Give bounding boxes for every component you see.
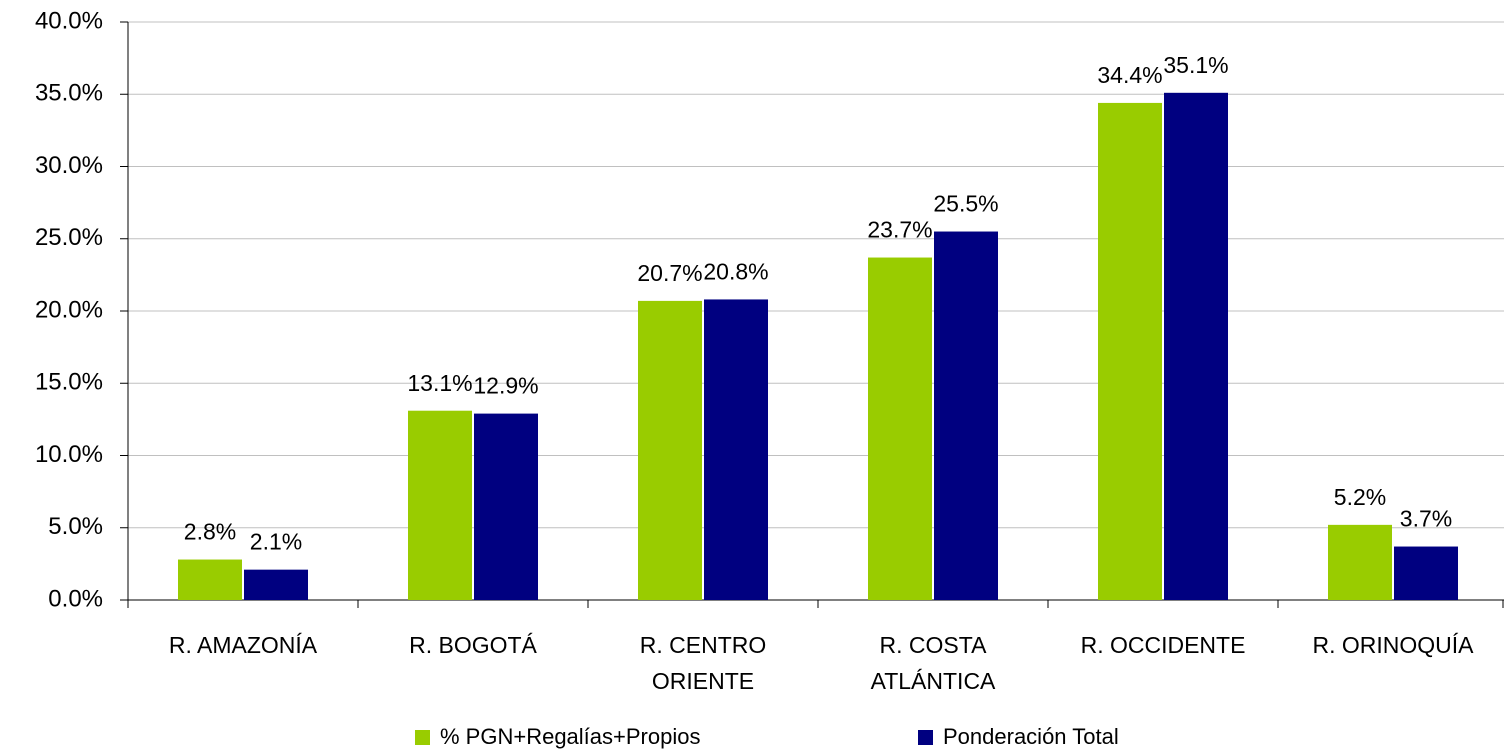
data-label: 20.8% (703, 259, 768, 285)
x-tick-label: R. ORINOQUÍA (1312, 632, 1474, 658)
legend-label: Ponderación Total (943, 724, 1119, 749)
data-label: 13.1% (407, 370, 472, 396)
bar (178, 559, 242, 600)
y-tick-label: 35.0% (35, 80, 103, 107)
bar (934, 231, 998, 600)
x-tick-label: R. COSTA ATLÁNTICA (870, 632, 996, 694)
y-tick-label: 20.0% (35, 296, 103, 323)
data-label: 25.5% (933, 191, 998, 217)
y-tick-label: 30.0% (35, 152, 103, 179)
x-tick-label: R. CENTRO ORIENTE (639, 632, 767, 694)
y-tick-label: 5.0% (48, 513, 103, 540)
bar (868, 257, 932, 600)
y-tick-label: 10.0% (35, 441, 103, 468)
data-label: 35.1% (1163, 52, 1228, 78)
data-label: 2.1% (250, 529, 302, 555)
data-label: 3.7% (1400, 506, 1452, 532)
data-label: 23.7% (867, 217, 932, 243)
y-tick-label: 0.0% (48, 585, 103, 612)
bar (1164, 92, 1228, 601)
x-tick-label: R. OCCIDENTE (1080, 632, 1246, 658)
x-tick-label: R. AMAZONÍA (168, 632, 318, 658)
bar (1098, 102, 1162, 601)
bar (638, 300, 702, 600)
y-tick-label: 25.0% (35, 224, 103, 251)
y-tick-label: 40.0% (35, 7, 103, 34)
y-tick-label: 15.0% (35, 369, 103, 396)
bar (244, 569, 308, 600)
bar (704, 299, 768, 600)
legend-swatch (415, 730, 430, 745)
data-label: 34.4% (1097, 62, 1162, 88)
data-label: 5.2% (1334, 484, 1386, 510)
data-label: 2.8% (184, 519, 236, 545)
bar (1328, 524, 1392, 600)
bar (474, 413, 538, 600)
data-label: 12.9% (473, 373, 538, 399)
bar (408, 410, 472, 600)
x-tick-label: R. BOGOTÁ (409, 632, 537, 658)
legend-label: % PGN+Regalías+Propios (440, 724, 700, 749)
bar (1394, 546, 1458, 600)
data-label: 20.7% (637, 260, 702, 286)
legend-swatch (918, 730, 933, 745)
